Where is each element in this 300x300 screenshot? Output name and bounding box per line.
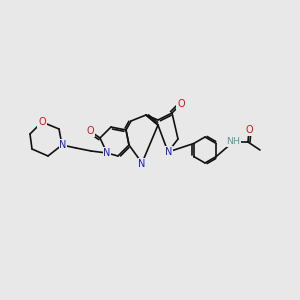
Text: N: N (103, 148, 111, 158)
Text: NH: NH (226, 137, 240, 146)
Text: O: O (177, 99, 185, 109)
Text: O: O (245, 125, 253, 135)
Text: N: N (59, 140, 67, 150)
Text: N: N (138, 159, 146, 169)
Text: O: O (86, 126, 94, 136)
Text: O: O (38, 117, 46, 127)
Text: N: N (165, 147, 173, 157)
